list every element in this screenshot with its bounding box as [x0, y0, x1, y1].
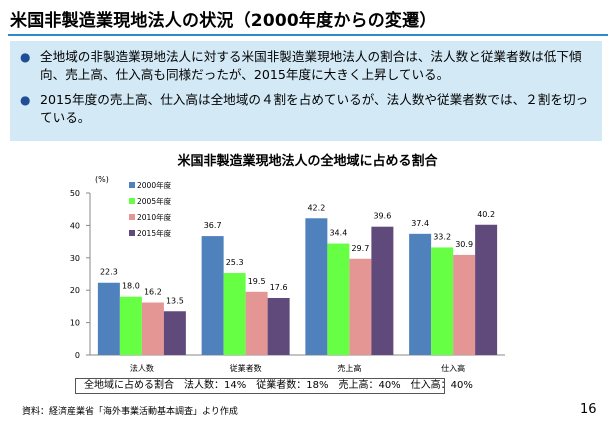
bar-3-0 — [409, 233, 432, 355]
y-tick-label: 40 — [70, 221, 80, 230]
bar-2-0 — [305, 218, 328, 355]
legend-swatch — [129, 230, 135, 236]
x-tick-label: 仕入高 — [441, 363, 465, 373]
data-label: 36.7 — [204, 221, 222, 230]
legend-swatch — [129, 182, 135, 188]
bar-3-3 — [475, 224, 498, 355]
legend-label: 2005年度 — [137, 196, 172, 206]
legend-label: 2000年度 — [137, 180, 172, 190]
x-tick-label: 法人数 — [130, 363, 154, 373]
y-tick-label: 50 — [70, 189, 80, 198]
legend-label: 2010年度 — [137, 212, 172, 222]
y-tick-label: 20 — [70, 286, 80, 295]
data-label: 39.6 — [373, 212, 391, 221]
y-tick-label: 0 — [75, 351, 80, 360]
bar-2-2 — [349, 258, 372, 355]
legend-label: 2015年度 — [137, 228, 172, 238]
bar-2-1 — [327, 243, 350, 355]
data-label: 37.4 — [411, 219, 429, 228]
bar-0-1 — [119, 296, 142, 355]
bar-3-1 — [431, 247, 454, 355]
bar-0-3 — [163, 311, 186, 355]
chart-title: 米国非製造業現地法人の全地域に占める割合 — [177, 154, 438, 169]
bar-1-3 — [267, 297, 290, 355]
source-note: 資料：経済産業省「海外事業活動基本調査」より作成 — [22, 407, 238, 417]
bullet-text: 全地域の非製造業現地法人に対する米国非製造業現地法人の割合は、法人数と従業者数は… — [40, 49, 582, 82]
data-label: 25.3 — [226, 258, 244, 267]
data-label: 33.2 — [433, 232, 451, 241]
data-label: 40.2 — [477, 210, 495, 219]
data-label: 17.6 — [270, 283, 288, 292]
bar-0-2 — [141, 302, 164, 355]
data-label: 19.5 — [248, 277, 266, 286]
data-label: 42.2 — [307, 203, 325, 212]
bar-1-0 — [201, 236, 224, 355]
legend-swatch — [129, 198, 135, 204]
bar-1-2 — [245, 291, 268, 355]
bullet-dot-icon: ● — [20, 93, 31, 107]
data-label: 34.4 — [329, 229, 347, 238]
legend-swatch — [129, 214, 135, 220]
bar-0-0 — [97, 282, 120, 355]
bullet-dot-icon: ● — [20, 50, 31, 64]
data-label: 22.3 — [100, 268, 118, 277]
bar-2-3 — [371, 226, 394, 355]
y-tick-label: 30 — [70, 254, 80, 263]
data-label: 18.0 — [122, 282, 140, 291]
title-underline — [8, 34, 608, 36]
x-tick-label: 売上高 — [337, 363, 361, 373]
bullet-item: ● 全地域の非製造業現地法人に対する米国非製造業現地法人の割合は、法人数と従業者… — [20, 48, 592, 84]
bullet-text: 2015年度の売上高、仕入高は全地域の４割を占めているが、法人数や従業者数では、… — [40, 92, 589, 125]
summary-box: ● 全地域の非製造業現地法人に対する米国非製造業現地法人の割合は、法人数と従業者… — [10, 41, 602, 141]
data-label: 16.2 — [144, 288, 162, 297]
page-number: 16 — [580, 402, 597, 417]
y-tick-label: 10 — [70, 319, 80, 328]
bullet-item: ● 2015年度の売上高、仕入高は全地域の４割を占めているが、法人数や従業者数で… — [20, 91, 592, 127]
data-label: 13.5 — [166, 296, 184, 305]
page-title: 米国非製造業現地法人の状況（2000年度からの変遷） — [10, 11, 437, 31]
bar-1-1 — [223, 273, 246, 355]
data-label: 29.7 — [351, 244, 369, 253]
y-axis-unit-label: (%) — [95, 175, 109, 184]
x-tick-label: 従業者数 — [230, 363, 262, 373]
bar-3-2 — [453, 254, 476, 355]
share-note-box: 全地域に占める割合 法人数：14% 従業者数：18% 売上高：40% 仕入高：4… — [75, 378, 473, 394]
data-label: 30.9 — [455, 240, 473, 249]
